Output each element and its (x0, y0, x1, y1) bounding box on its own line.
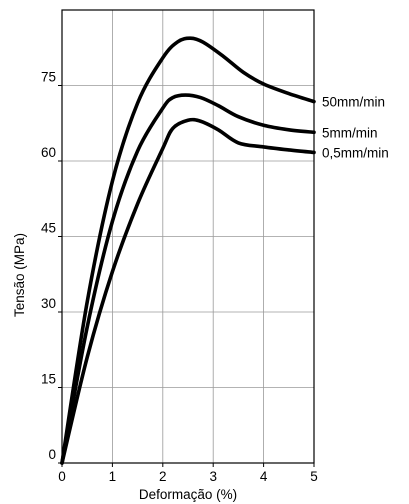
y-tick-label: 15 (41, 372, 56, 387)
y-tick-label: 45 (41, 221, 56, 236)
y-tick-label: 60 (41, 145, 56, 160)
x-tick-label: 5 (310, 469, 318, 484)
y-tick-label: 75 (41, 70, 56, 85)
x-axis-label: Deformação (%) (139, 487, 237, 502)
x-tick-label: 0 (58, 469, 66, 484)
series-line (60, 93, 316, 465)
x-tick-label: 3 (209, 469, 217, 484)
series-line (60, 36, 316, 465)
series-label: 5mm/min (322, 125, 378, 140)
series-labels: 50mm/min 5mm/min 0,5mm/min (322, 95, 389, 161)
series-lines (60, 36, 316, 465)
x-tick-label: 4 (260, 469, 268, 484)
series-line (60, 117, 316, 465)
y-tick-label: 30 (41, 296, 56, 311)
series-label: 50mm/min (322, 95, 385, 110)
x-tick-label: 1 (109, 469, 117, 484)
series-label: 0,5mm/min (322, 145, 389, 160)
y-axis-label: Tensão (MPa) (12, 233, 27, 317)
y-tick-label: 0 (48, 447, 56, 462)
x-tick-label: 2 (159, 469, 167, 484)
